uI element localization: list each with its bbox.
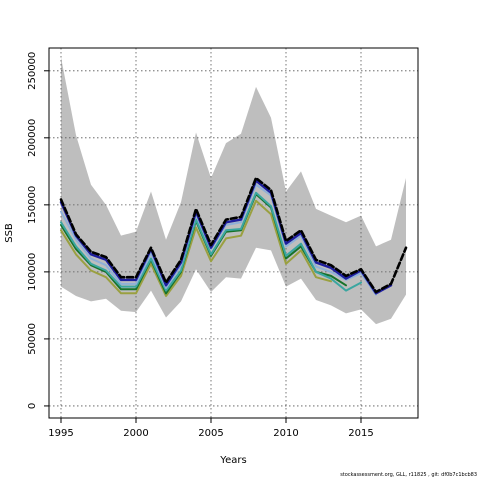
y-tick-label: 0: [27, 403, 38, 409]
series-layer: [59, 176, 408, 297]
series-line: [60, 199, 332, 297]
y-tick-label: 50000: [27, 323, 38, 355]
y-tick-label: 200000: [27, 119, 38, 157]
plot-frame: [48, 47, 419, 419]
y-tick-label: 150000: [27, 186, 38, 224]
y-axis-title: SSB: [4, 223, 15, 243]
y-axis: 0 50000 100000 150000 200000 250000: [27, 52, 49, 409]
x-tick-label: 2015: [348, 428, 373, 439]
x-tick-label: 1995: [48, 428, 73, 439]
footer-credit: stockassessment.org, GLL, r11825 , git: …: [340, 472, 477, 478]
x-axis: 1995 2000 2005 2010 2015: [48, 418, 374, 439]
x-tick-label: 2000: [123, 428, 148, 439]
x-tick-label: 2005: [198, 428, 223, 439]
y-tick-label: 250000: [27, 52, 38, 90]
series-line: [60, 191, 362, 292]
y-tick-label: 100000: [27, 253, 38, 291]
x-tick-label: 2010: [273, 428, 298, 439]
x-axis-title: Years: [219, 455, 246, 466]
series-line: [59, 176, 408, 294]
grid-layer: [49, 48, 418, 418]
series-line: [59, 179, 393, 295]
